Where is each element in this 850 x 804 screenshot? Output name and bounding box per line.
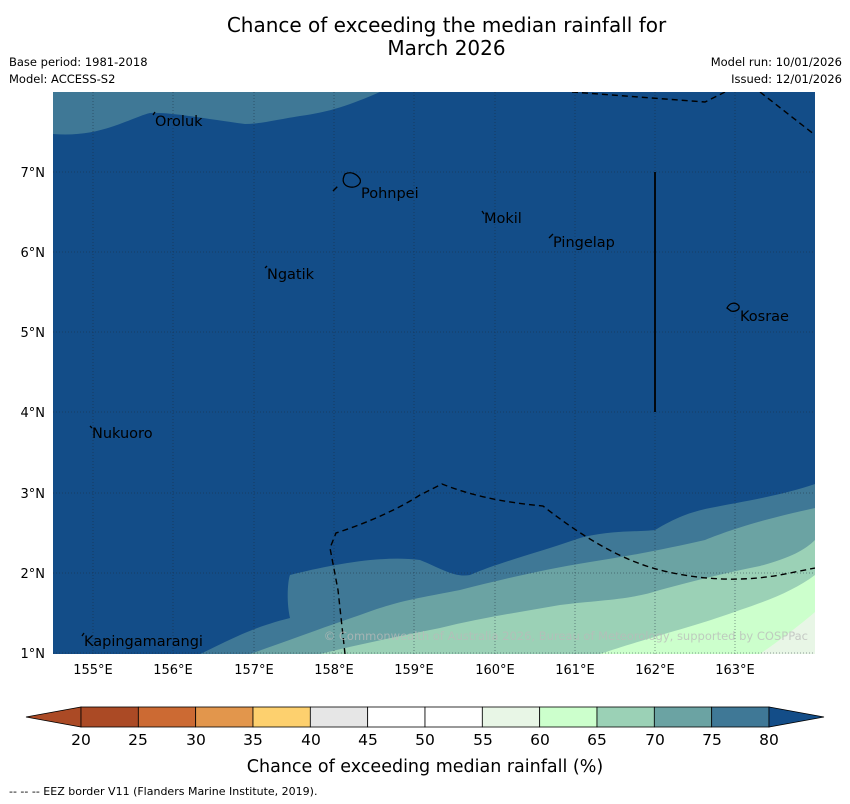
lon-tick-label: 162°E	[635, 663, 675, 678]
footer-note: -- -- -- EEZ border V11 (Flanders Marine…	[9, 785, 318, 798]
colorbar-segment	[195, 706, 254, 728]
contour-55	[760, 612, 815, 654]
place-label-kosrae: Kosrae	[740, 309, 789, 325]
contour-65	[320, 540, 815, 654]
ngatik-atoll	[264, 265, 268, 269]
island-outlines	[81, 111, 740, 637]
meta-right: Model run: 10/01/2026 Issued: 12/01/2026	[711, 54, 842, 88]
colorbar	[25, 706, 825, 728]
lon-axis: 155°E 156°E 157°E 158°E 159°E 160°E 161°…	[73, 663, 755, 678]
lat-axis: 7°N 6°N 5°N 4°N 3°N 2°N 1°N	[21, 166, 46, 662]
colorbar-tick: 75	[702, 731, 722, 749]
pingelap-atoll	[548, 233, 554, 239]
contour-60	[600, 575, 815, 654]
contour-75-top	[53, 92, 380, 135]
place-label-pohnpei: Pohnpei	[361, 186, 419, 202]
colorbar-tick: 25	[128, 731, 148, 749]
lat-tick-label: 2°N	[21, 567, 46, 582]
lat-tick-label: 1°N	[21, 647, 46, 662]
colorbar-title: Chance of exceeding median rainfall (%)	[247, 757, 603, 777]
lon-tick-label: 156°E	[153, 663, 193, 678]
place-label-mokil: Mokil	[484, 211, 522, 227]
colorbar-tick: 20	[71, 731, 91, 749]
colorbar-segment	[80, 706, 139, 728]
colorbar-tick: 70	[645, 731, 665, 749]
place-label-pingelap: Pingelap	[553, 235, 615, 251]
colorbar-tick: 35	[243, 731, 263, 749]
place-label-oroluk: Oroluk	[155, 114, 203, 130]
kosrae-island	[726, 302, 740, 312]
colorbar-segment	[309, 706, 369, 728]
colorbar-segment	[137, 706, 197, 728]
colorbar-segment	[481, 706, 541, 728]
colorbar-segment	[596, 706, 655, 728]
lon-tick-label: 158°E	[314, 663, 354, 678]
colorbar-segment	[424, 706, 483, 728]
colorbar-segment	[367, 706, 426, 728]
eez-border-north	[571, 92, 726, 103]
colorbar-segment	[539, 706, 598, 728]
issued-date: Issued: 12/01/2026	[731, 72, 842, 86]
copyright-notice: © Commonwealth of Australia 2026, Bureau…	[324, 629, 808, 643]
map-title-line2: March 2026	[387, 36, 506, 60]
eez-border-northeast	[759, 92, 815, 136]
map-panel: Oroluk Pohnpei Mokil Pingelap Ngatik Kos…	[53, 92, 815, 654]
meta-left: Base period: 1981-2018 Model: ACCESS-S2	[9, 54, 148, 88]
colorbar-tick-labels: 20 25 30 35 40 45 50 55 60 65 70 75 80	[71, 731, 779, 749]
colorbar-extend-high	[768, 706, 825, 728]
colorbar-tick: 80	[759, 731, 779, 749]
mokil-atoll	[481, 210, 485, 215]
lat-tick-label: 6°N	[21, 246, 46, 261]
place-label-nukuoro: Nukuoro	[92, 426, 153, 442]
lon-tick-label: 155°E	[73, 663, 113, 678]
lon-tick-label: 160°E	[475, 663, 515, 678]
kapingamarangi-atoll	[81, 632, 85, 637]
colorbar-segment	[252, 706, 311, 728]
colorbar-tick: 45	[358, 731, 378, 749]
base-period: Base period: 1981-2018	[9, 55, 148, 69]
colorbar-tick: 55	[473, 731, 493, 749]
model-name: Model: ACCESS-S2	[9, 72, 116, 86]
eez-border-pohnpei	[332, 183, 341, 192]
colorbar-tick: 60	[530, 731, 550, 749]
map-title: Chance of exceeding the median rainfall …	[0, 14, 850, 60]
colorbar-segment	[653, 706, 713, 728]
colorbar-tick: 50	[415, 731, 435, 749]
oroluk-atoll	[152, 111, 156, 116]
colorbar-extend-low	[25, 706, 82, 728]
lon-tick-label: 161°E	[555, 663, 595, 678]
lon-tick-label: 163°E	[715, 663, 755, 678]
place-label-kapingamarangi: Kapingamarangi	[84, 634, 203, 650]
lat-tick-label: 3°N	[21, 487, 46, 502]
map-title-line1: Chance of exceeding the median rainfall …	[226, 13, 667, 37]
colorbar-tick: 30	[186, 731, 206, 749]
lon-tick-label: 157°E	[234, 663, 274, 678]
lat-tick-label: 7°N	[21, 166, 46, 181]
eez-borders	[329, 92, 815, 654]
lat-tick-label: 4°N	[21, 406, 46, 421]
place-label-ngatik: Ngatik	[267, 267, 315, 283]
colorbar-tick: 40	[301, 731, 321, 749]
colorbar-tick: 65	[587, 731, 607, 749]
nukuoro-atoll	[89, 425, 93, 429]
lon-tick-label: 159°E	[394, 663, 434, 678]
graticule	[53, 92, 815, 654]
colorbar-segment	[711, 706, 770, 728]
model-run: Model run: 10/01/2026	[710, 55, 842, 69]
lat-tick-label: 5°N	[21, 326, 46, 341]
pohnpei-island	[342, 172, 362, 188]
eez-border-south	[329, 483, 815, 654]
